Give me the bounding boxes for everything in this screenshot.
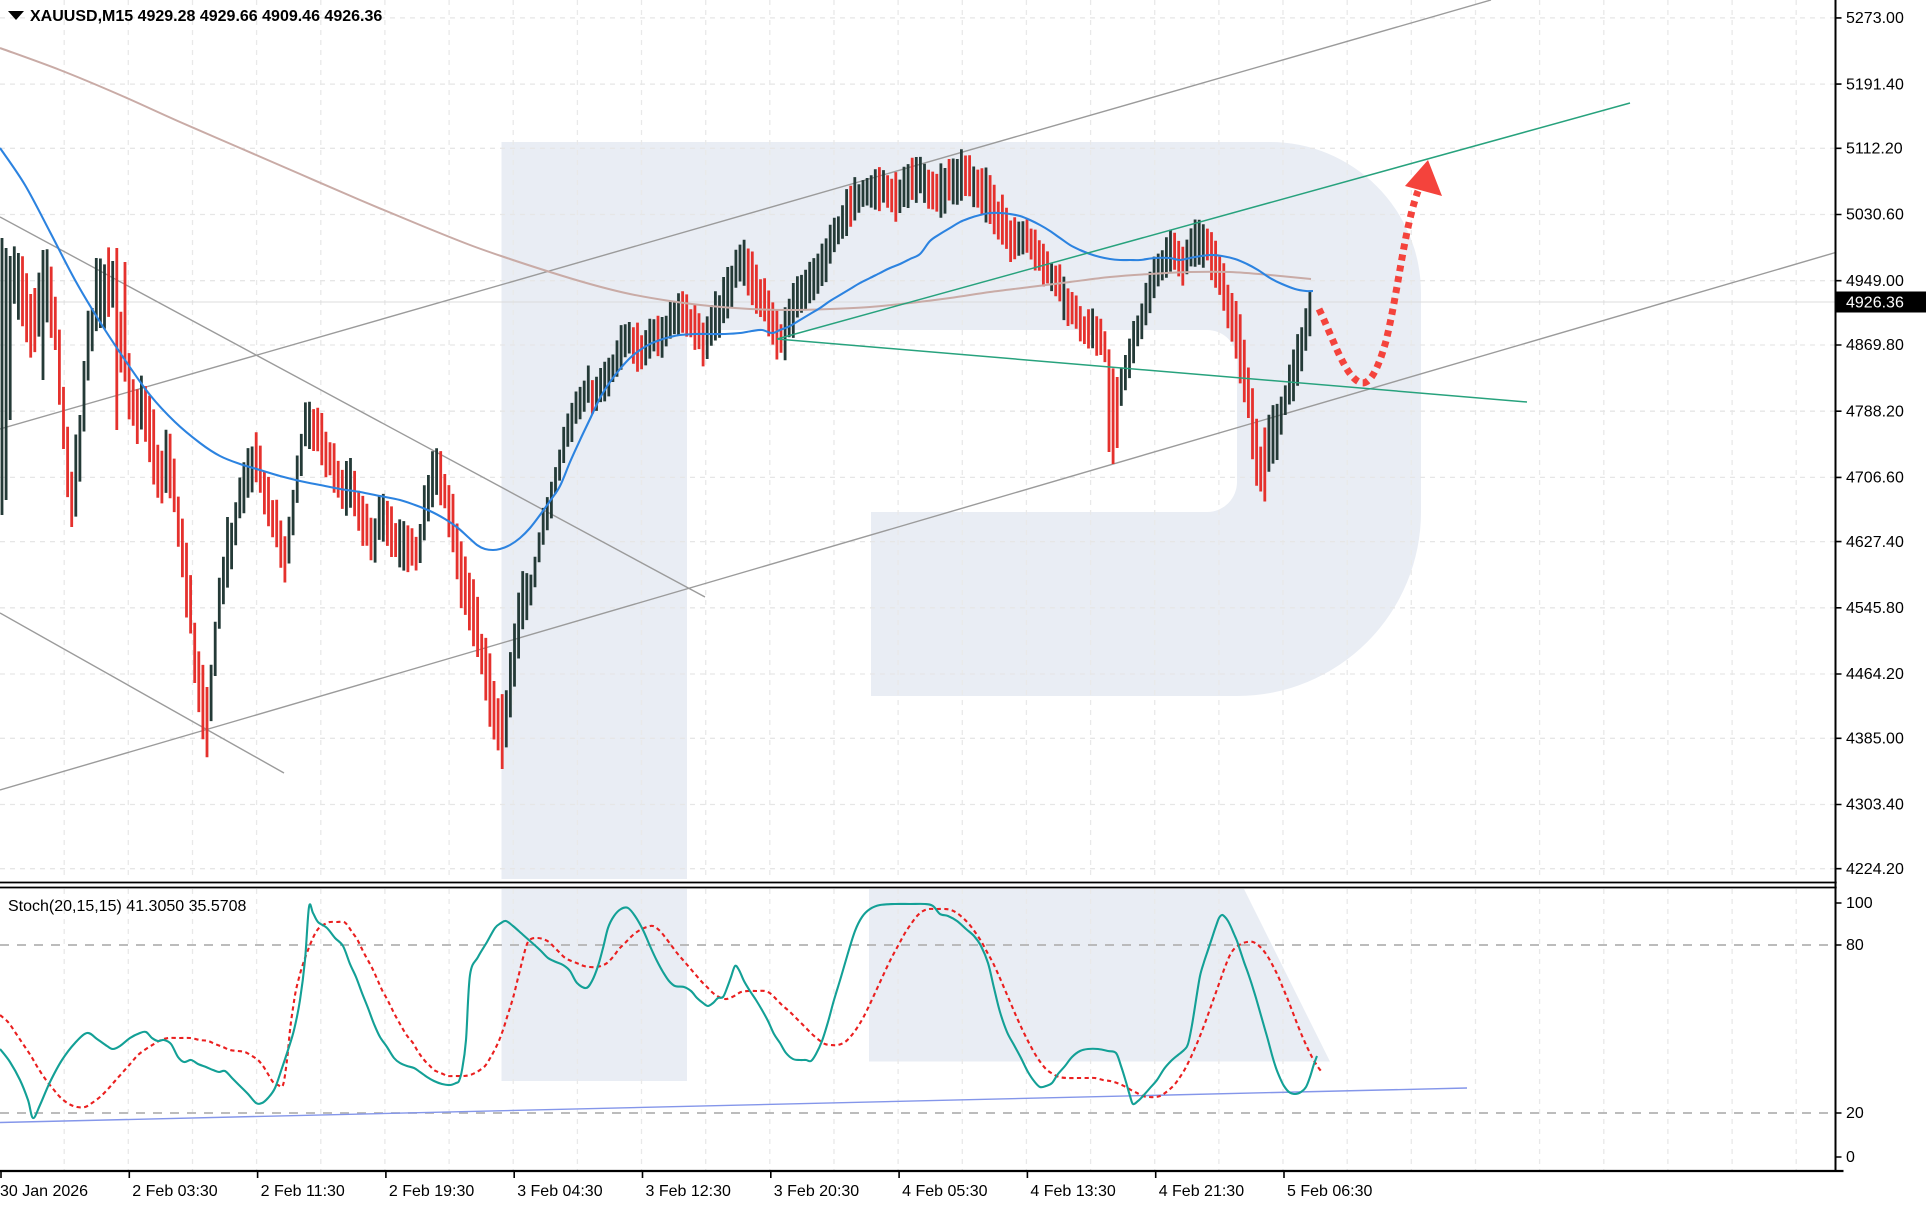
svg-text:2 Feb 11:30: 2 Feb 11:30 <box>261 1183 345 1200</box>
svg-text:4627.40: 4627.40 <box>1846 534 1904 551</box>
svg-text:30 Jan 2026: 30 Jan 2026 <box>0 1183 88 1200</box>
svg-text:5030.60: 5030.60 <box>1846 207 1904 224</box>
svg-text:2 Feb 03:30: 2 Feb 03:30 <box>132 1183 218 1200</box>
svg-text:4869.80: 4869.80 <box>1846 337 1904 354</box>
svg-text:4385.00: 4385.00 <box>1846 731 1904 748</box>
svg-text:20: 20 <box>1846 1105 1864 1122</box>
svg-text:4 Feb 13:30: 4 Feb 13:30 <box>1030 1183 1116 1200</box>
svg-text:5 Feb 06:30: 5 Feb 06:30 <box>1287 1183 1373 1200</box>
svg-text:3 Feb 12:30: 3 Feb 12:30 <box>646 1183 732 1200</box>
svg-text:3 Feb 04:30: 3 Feb 04:30 <box>517 1183 603 1200</box>
svg-text:XAUUSD,M15 4929.28 4929.66 49: XAUUSD,M15 4929.28 4929.66 4909.46 4926.… <box>30 8 382 25</box>
svg-text:4545.80: 4545.80 <box>1846 600 1904 617</box>
svg-text:4 Feb 05:30: 4 Feb 05:30 <box>902 1183 988 1200</box>
svg-text:100: 100 <box>1846 895 1873 912</box>
svg-text:4464.20: 4464.20 <box>1846 666 1904 683</box>
svg-text:2 Feb 19:30: 2 Feb 19:30 <box>389 1183 475 1200</box>
svg-text:4926.36: 4926.36 <box>1846 295 1904 312</box>
svg-text:80: 80 <box>1846 937 1864 954</box>
svg-text:5273.00: 5273.00 <box>1846 10 1904 27</box>
svg-text:4303.40: 4303.40 <box>1846 797 1904 814</box>
svg-text:4706.60: 4706.60 <box>1846 470 1904 487</box>
svg-text:4949.00: 4949.00 <box>1846 273 1904 290</box>
svg-text:4788.20: 4788.20 <box>1846 403 1904 420</box>
svg-text:4224.20: 4224.20 <box>1846 861 1904 878</box>
svg-text:5191.40: 5191.40 <box>1846 76 1904 93</box>
svg-text:4 Feb 21:30: 4 Feb 21:30 <box>1159 1183 1245 1200</box>
svg-text:0: 0 <box>1846 1149 1855 1166</box>
svg-text:5112.20: 5112.20 <box>1846 141 1903 158</box>
svg-text:Stoch(20,15,15) 41.3050 35.570: Stoch(20,15,15) 41.3050 35.5708 <box>8 898 247 915</box>
svg-text:3 Feb 20:30: 3 Feb 20:30 <box>774 1183 860 1200</box>
